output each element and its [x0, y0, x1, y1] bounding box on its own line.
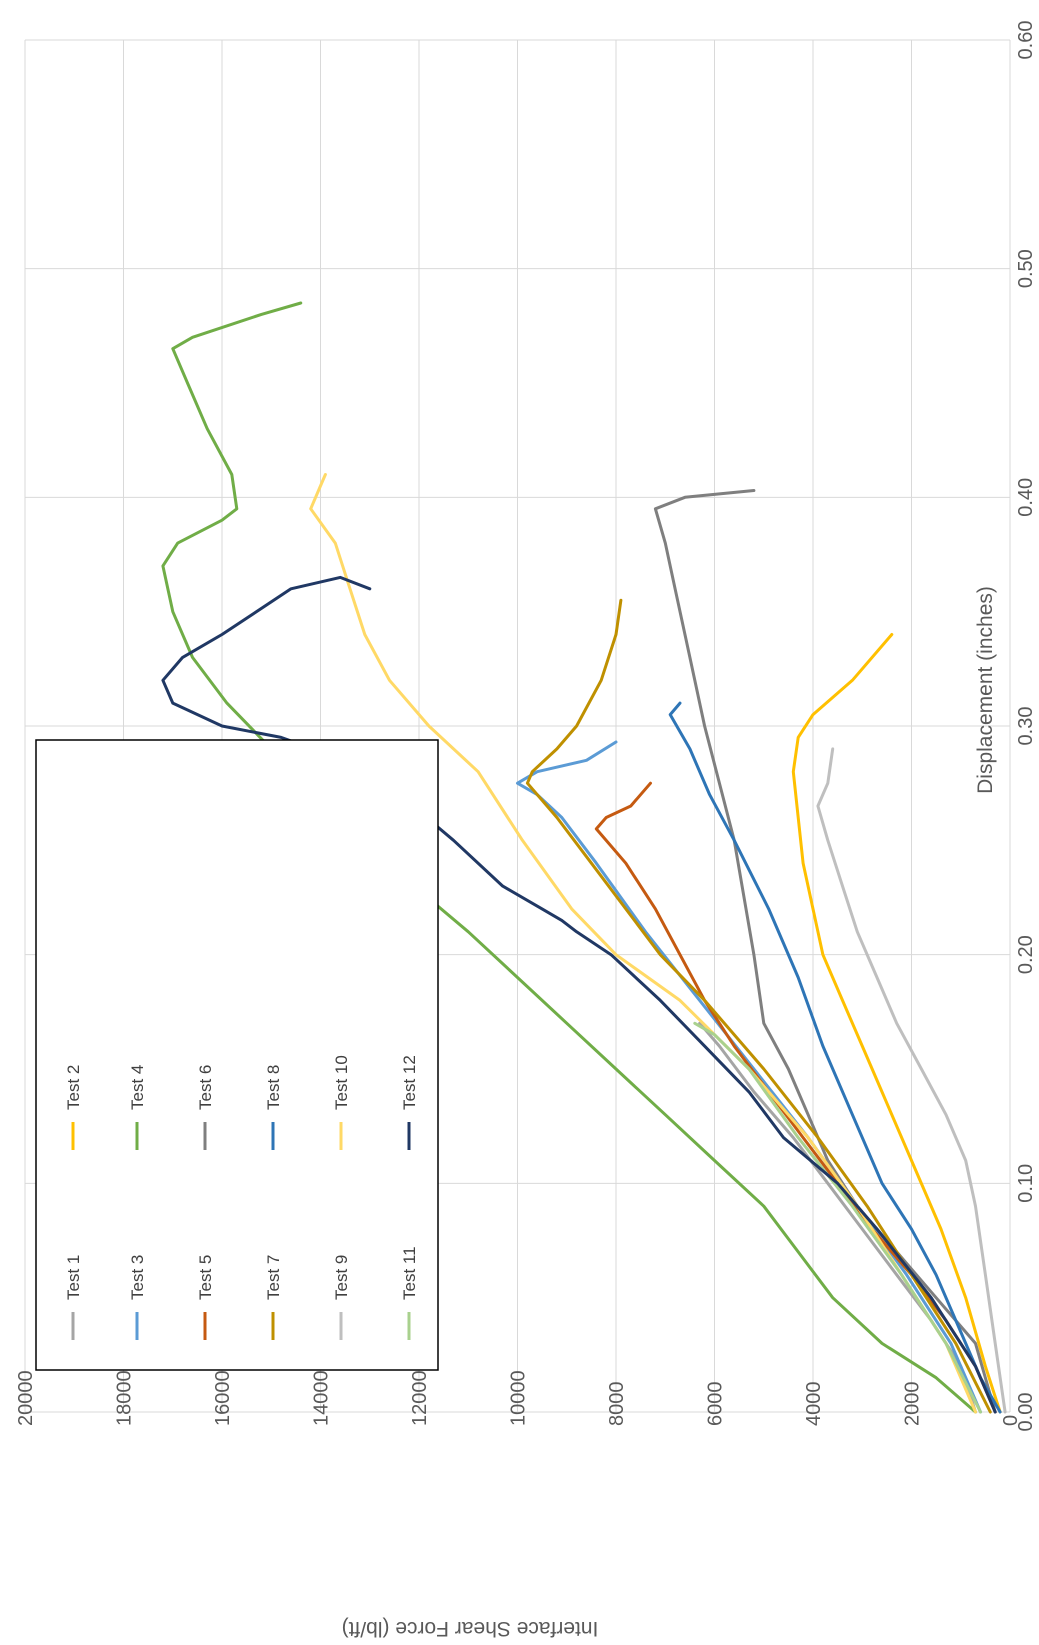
y-tick-label: 8000: [606, 1382, 628, 1427]
x-tick-label: 0.40: [1015, 478, 1037, 517]
y-tick-label: 6000: [705, 1382, 727, 1427]
y-axis-title: Interface Shear Force (lb/ft): [342, 1617, 599, 1640]
x-tick-label: 0.30: [1015, 707, 1037, 746]
x-axis-title: Displacement (inches): [974, 586, 997, 794]
x-tick-label: 0.50: [1015, 249, 1037, 288]
y-tick-label: 0: [1000, 1415, 1022, 1426]
y-tick-label: 14000: [311, 1370, 333, 1426]
x-tick-label: 0.00: [1015, 1393, 1037, 1432]
legend-label: Test 1: [64, 1255, 83, 1300]
legend: Test 1 Test 2 Test 3 Test 4 Test 5 Test 6 Test…: [35, 739, 439, 1371]
y-tick-label: 4000: [803, 1382, 825, 1427]
legend-box: [35, 739, 439, 1371]
y-tick-label: 2000: [902, 1382, 924, 1427]
y-tick-label: 18000: [114, 1370, 136, 1426]
series-line-6: [653, 489, 997, 1414]
x-tick-label: 0.10: [1015, 1164, 1037, 1203]
y-tick-label: 10000: [508, 1370, 530, 1426]
y-tick-label: 12000: [409, 1370, 431, 1426]
legend-label: Test 3: [128, 1255, 147, 1300]
tick-labels: 0.00 0.10 0.20 0.30 0.40 0.50 0.60 0 2000 4000 600…: [15, 21, 1037, 1432]
legend-label: Test 8: [264, 1065, 283, 1110]
series-line-8: [668, 701, 1002, 1414]
legend-label: Test 9: [332, 1255, 351, 1300]
legend-label: Test 4: [128, 1065, 147, 1110]
legend-label: Test 7: [264, 1255, 283, 1300]
legend-label: Test 11: [400, 1246, 419, 1300]
series-line-12: [161, 575, 997, 1414]
legend-label: Test 5: [196, 1255, 215, 1300]
series-line-9: [816, 747, 1007, 1414]
legend-label: Test 10: [332, 1055, 351, 1110]
legend-label: Test 2: [64, 1065, 83, 1110]
series-line-2: [791, 633, 1002, 1414]
y-tick-label: 20000: [15, 1370, 37, 1426]
y-tick-label: 16000: [212, 1370, 234, 1426]
legend-label: Test 6: [196, 1065, 215, 1110]
x-tick-label: 0.60: [1015, 21, 1037, 60]
x-tick-label: 0.20: [1015, 935, 1037, 974]
legend-label: Test 12: [400, 1055, 419, 1110]
series-line-7: [525, 598, 992, 1414]
